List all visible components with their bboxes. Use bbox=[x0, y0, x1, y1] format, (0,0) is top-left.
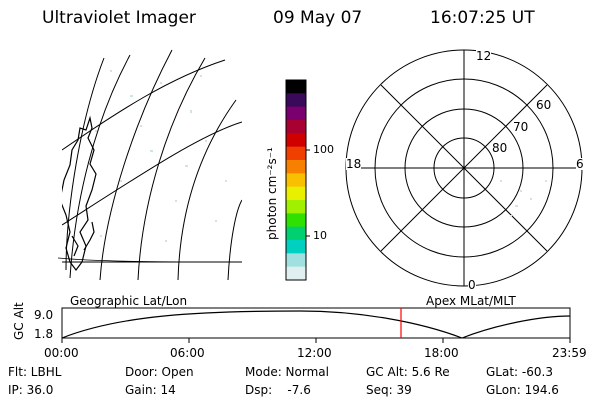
altitude-max-label: 9.0 bbox=[34, 308, 54, 322]
altitude-axis-label: GC Alt bbox=[12, 302, 26, 340]
colorbar-swatch bbox=[286, 133, 306, 148]
status-filter: Flt: LBHL bbox=[8, 365, 62, 379]
status-gain: Gain: 14 bbox=[125, 383, 176, 397]
colorbar-frame bbox=[285, 79, 307, 281]
date-label: 09 May 07 bbox=[273, 8, 363, 28]
altitude-min-label: 1.8 bbox=[34, 327, 54, 341]
colorbar-tick-100: 100 bbox=[313, 143, 334, 156]
status-gc-alt: GC Alt: 5.6 Re bbox=[366, 365, 450, 379]
status-mode: Mode: Normal bbox=[245, 365, 329, 379]
colorbar-swatch bbox=[286, 160, 306, 174]
status-glat: GLat: -60.3 bbox=[486, 365, 553, 379]
status-door: Door: Open bbox=[125, 365, 194, 379]
status-glon: GLon: 194.6 bbox=[486, 383, 559, 397]
colorbar-swatch bbox=[286, 146, 306, 161]
colorbar-swatch bbox=[286, 173, 306, 188]
altitude-curve bbox=[61, 310, 571, 339]
colorbar-swatch bbox=[286, 226, 306, 241]
polar-diagonal-2 bbox=[380, 84, 548, 252]
colorbar-swatch bbox=[286, 266, 306, 281]
status-ip: IP: 36.0 bbox=[8, 383, 54, 397]
polar-lat-80: 80 bbox=[492, 141, 508, 155]
time-tick-0600: 06:00 bbox=[170, 346, 205, 360]
altitude-frame bbox=[61, 307, 571, 339]
emission-speckle bbox=[95, 70, 227, 242]
colorbar-swatch bbox=[286, 93, 306, 108]
polar-label-12: 12 bbox=[476, 49, 492, 63]
polar-label-18: 18 bbox=[346, 157, 362, 171]
colorbar-swatch bbox=[286, 200, 306, 214]
colorbar-tick-10: 10 bbox=[313, 229, 327, 242]
colorbar-swatch bbox=[286, 120, 306, 134]
time-tick-1200: 12:00 bbox=[297, 346, 332, 360]
polar-label-0: 0 bbox=[468, 278, 476, 292]
polar-lat-70: 70 bbox=[513, 120, 529, 134]
colorbar-swatch bbox=[286, 253, 306, 268]
geographic-panel-label: Geographic Lat/Lon bbox=[70, 294, 188, 308]
colorbar-swatch bbox=[286, 240, 306, 254]
time-tick-1800: 18:00 bbox=[424, 346, 459, 360]
polar-lat-60: 60 bbox=[536, 98, 552, 112]
apex-panel-label: Apex MLat/MLT bbox=[426, 294, 516, 308]
colorbar-swatch bbox=[286, 213, 306, 228]
polar-speckle bbox=[500, 180, 547, 217]
time-tick-0000: 00:00 bbox=[44, 346, 79, 360]
colorbar-swatch bbox=[286, 186, 306, 201]
polar-label-6: 6 bbox=[576, 157, 584, 171]
colorbar-swatch bbox=[286, 106, 306, 121]
colorbar-swatch bbox=[286, 80, 306, 94]
time-label: 16:07:25 UT bbox=[430, 8, 535, 28]
status-seq: Seq: 39 bbox=[366, 383, 412, 397]
status-dsp: Dsp: -7.6 bbox=[245, 383, 311, 397]
instrument-title: Ultraviolet Imager bbox=[42, 8, 196, 28]
time-tick-2359: 23:59 bbox=[552, 346, 587, 360]
